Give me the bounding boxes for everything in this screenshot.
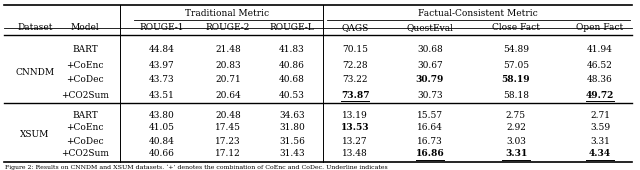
Text: Open Fact: Open Fact (577, 23, 623, 32)
Text: 46.52: 46.52 (587, 61, 613, 70)
Text: 43.97: 43.97 (149, 61, 175, 70)
Text: 20.64: 20.64 (215, 90, 241, 99)
Text: 58.18: 58.18 (503, 90, 529, 99)
Text: 41.05: 41.05 (149, 123, 175, 132)
Text: CNNDM: CNNDM (15, 68, 54, 77)
Text: Traditional Metric: Traditional Metric (185, 10, 269, 19)
Text: ROUGE-1: ROUGE-1 (140, 23, 184, 32)
Text: Factual-Consistent Metric: Factual-Consistent Metric (418, 10, 538, 19)
Text: Figure 2: Results on CNNDM and XSUM datasets. ‘+’ denotes the combination of CoE: Figure 2: Results on CNNDM and XSUM data… (5, 165, 388, 170)
Text: +CoDec: +CoDec (66, 75, 104, 84)
Text: +CO2Sum: +CO2Sum (61, 149, 109, 158)
Text: 17.23: 17.23 (215, 137, 241, 146)
Text: 13.53: 13.53 (340, 123, 369, 132)
Text: 31.43: 31.43 (279, 149, 305, 158)
Text: 13.27: 13.27 (342, 137, 368, 146)
Text: 40.68: 40.68 (279, 75, 305, 84)
Text: Model: Model (70, 23, 99, 32)
Text: 48.36: 48.36 (587, 75, 613, 84)
Text: 57.05: 57.05 (503, 61, 529, 70)
Text: 72.28: 72.28 (342, 61, 368, 70)
Text: XSUM: XSUM (20, 130, 50, 139)
Text: Dataset: Dataset (17, 23, 52, 32)
Text: 43.73: 43.73 (149, 75, 175, 84)
Text: BART: BART (72, 110, 98, 120)
Text: 40.53: 40.53 (279, 90, 305, 99)
Text: 43.51: 43.51 (149, 90, 175, 99)
Text: 30.79: 30.79 (416, 75, 444, 84)
Text: 16.73: 16.73 (417, 137, 443, 146)
Text: +CoEnc: +CoEnc (67, 123, 104, 132)
Text: QAGS: QAGS (341, 23, 369, 32)
Text: QuestEval: QuestEval (406, 23, 453, 32)
Text: 31.80: 31.80 (279, 123, 305, 132)
Text: ROUGE-2: ROUGE-2 (206, 23, 250, 32)
Text: 31.56: 31.56 (279, 137, 305, 146)
Text: 40.66: 40.66 (149, 149, 175, 158)
Text: 13.19: 13.19 (342, 110, 368, 120)
Text: ROUGE-L: ROUGE-L (269, 23, 314, 32)
Text: 3.03: 3.03 (506, 137, 526, 146)
Text: 3.59: 3.59 (590, 123, 610, 132)
Text: 17.45: 17.45 (215, 123, 241, 132)
Text: 20.71: 20.71 (215, 75, 241, 84)
Text: 34.63: 34.63 (279, 110, 305, 120)
Text: 30.73: 30.73 (417, 90, 443, 99)
Text: 70.15: 70.15 (342, 46, 368, 55)
Text: +CoDec: +CoDec (66, 137, 104, 146)
Text: 40.86: 40.86 (279, 61, 305, 70)
Text: 40.84: 40.84 (149, 137, 175, 146)
Text: 2.75: 2.75 (506, 110, 526, 120)
Text: 2.92: 2.92 (506, 123, 526, 132)
Text: 16.86: 16.86 (415, 149, 444, 158)
Text: 58.19: 58.19 (502, 75, 531, 84)
Text: 44.84: 44.84 (149, 46, 175, 55)
Text: 2.71: 2.71 (590, 110, 610, 120)
Text: 4.34: 4.34 (589, 149, 611, 158)
Text: +CO2Sum: +CO2Sum (61, 90, 109, 99)
Text: BART: BART (72, 46, 98, 55)
Text: 17.12: 17.12 (215, 149, 241, 158)
Text: 73.22: 73.22 (342, 75, 368, 84)
Text: 30.67: 30.67 (417, 61, 443, 70)
Text: 3.31: 3.31 (505, 149, 527, 158)
Text: +CoEnc: +CoEnc (67, 61, 104, 70)
Text: 21.48: 21.48 (215, 46, 241, 55)
Text: 73.87: 73.87 (340, 90, 369, 99)
Text: 16.64: 16.64 (417, 123, 443, 132)
Text: 20.83: 20.83 (215, 61, 241, 70)
Text: 43.80: 43.80 (149, 110, 175, 120)
Text: 30.68: 30.68 (417, 46, 443, 55)
Text: 49.72: 49.72 (586, 90, 614, 99)
Text: Close Fact: Close Fact (492, 23, 540, 32)
Text: 20.48: 20.48 (215, 110, 241, 120)
Text: 3.31: 3.31 (590, 137, 610, 146)
Text: 13.48: 13.48 (342, 149, 368, 158)
Text: 54.89: 54.89 (503, 46, 529, 55)
Text: 15.57: 15.57 (417, 110, 443, 120)
Text: 41.83: 41.83 (279, 46, 305, 55)
Text: 41.94: 41.94 (587, 46, 613, 55)
